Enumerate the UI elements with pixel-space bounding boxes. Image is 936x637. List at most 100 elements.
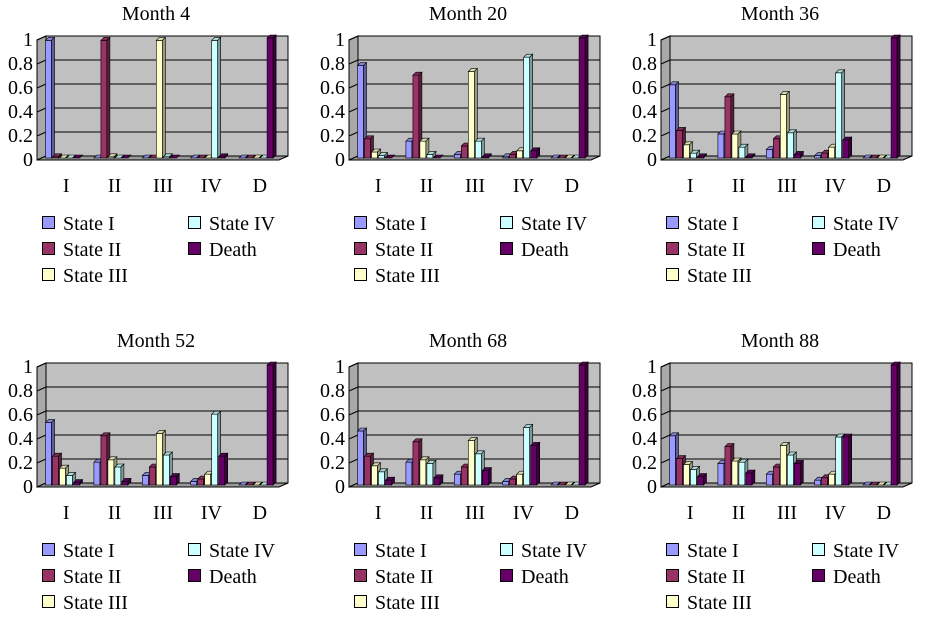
bar bbox=[238, 481, 249, 486]
legend-item: State I bbox=[666, 539, 739, 563]
bar-side bbox=[65, 154, 69, 159]
bar-front bbox=[731, 460, 739, 486]
y-tick-label: 0.2 bbox=[632, 125, 657, 147]
bar-side bbox=[391, 154, 395, 159]
y-tick-label: 0.4 bbox=[632, 101, 657, 123]
bar bbox=[245, 481, 256, 486]
bar-front bbox=[780, 94, 787, 159]
legend-swatch bbox=[188, 242, 201, 255]
bar-side bbox=[488, 466, 492, 486]
bar-side bbox=[556, 154, 561, 159]
bar bbox=[107, 153, 118, 159]
legend-swatch bbox=[42, 595, 55, 608]
bar-side bbox=[176, 154, 180, 159]
bar-front bbox=[364, 455, 371, 486]
gridline-side bbox=[348, 386, 359, 392]
bar-side bbox=[882, 481, 887, 486]
bar-front bbox=[835, 72, 842, 159]
bar-front bbox=[766, 473, 773, 486]
bar bbox=[522, 53, 534, 159]
bar bbox=[876, 481, 887, 486]
bar-side bbox=[536, 147, 540, 159]
legend-swatch bbox=[354, 268, 367, 281]
y-tick-label: 0.6 bbox=[632, 77, 657, 99]
legend-swatch bbox=[812, 242, 825, 255]
gridline-side bbox=[36, 83, 47, 89]
bar-plot: 00.20.40.60.81I II III IV D bbox=[320, 356, 601, 524]
bar-front bbox=[93, 461, 101, 486]
bar-side bbox=[563, 481, 568, 486]
gridline-side bbox=[660, 83, 671, 89]
bar-side bbox=[106, 36, 111, 159]
bar bbox=[433, 474, 444, 486]
bar bbox=[72, 154, 84, 159]
legend-swatch bbox=[354, 543, 367, 556]
bar-front bbox=[378, 471, 385, 486]
bar-side bbox=[751, 469, 756, 486]
bar-front bbox=[163, 454, 170, 486]
bar bbox=[557, 481, 568, 486]
bar-side bbox=[868, 481, 873, 486]
bar-front bbox=[717, 463, 725, 486]
bar-front bbox=[405, 461, 413, 486]
plot-wall bbox=[45, 35, 289, 157]
legend-item: State II bbox=[666, 565, 745, 589]
bar bbox=[696, 472, 708, 486]
bar-side bbox=[203, 154, 207, 159]
gridline-side bbox=[36, 386, 47, 392]
y-tick-label: 0.8 bbox=[632, 380, 657, 402]
bar-side bbox=[113, 153, 118, 159]
bar-side bbox=[251, 154, 256, 159]
legend-label: State I bbox=[375, 540, 427, 562]
gridline-side bbox=[348, 362, 359, 368]
bar bbox=[384, 154, 396, 159]
bar-side bbox=[79, 478, 83, 486]
chart-title: Month 52 bbox=[116, 330, 196, 352]
bar-front bbox=[204, 473, 211, 486]
bar-front bbox=[530, 445, 537, 486]
bar-front bbox=[724, 446, 732, 486]
legend-item: State IV bbox=[812, 212, 899, 236]
x-tick-label: III bbox=[153, 502, 173, 524]
bar-front bbox=[405, 140, 413, 159]
y-tick-label: 0.4 bbox=[632, 428, 657, 450]
bar bbox=[557, 154, 568, 159]
bar-front bbox=[814, 155, 821, 159]
bar-front bbox=[156, 433, 163, 486]
y-tick-label: 1 bbox=[647, 29, 657, 51]
bar bbox=[114, 463, 125, 486]
legend-swatch bbox=[500, 242, 513, 255]
gridline-side bbox=[36, 458, 47, 464]
bar-front bbox=[426, 154, 434, 159]
bar bbox=[162, 153, 174, 159]
x-tick-label: III bbox=[777, 502, 797, 524]
bar-side bbox=[800, 150, 804, 159]
bar-front bbox=[773, 138, 780, 159]
legend-label: Death bbox=[521, 239, 569, 261]
bar-front bbox=[890, 37, 898, 159]
x-tick-label: IV bbox=[201, 502, 223, 524]
bar bbox=[564, 481, 575, 486]
bar bbox=[786, 129, 798, 159]
bar-front bbox=[197, 478, 204, 486]
bar-side bbox=[556, 481, 561, 486]
chart-title: Month 4 bbox=[121, 3, 191, 25]
gridline-side bbox=[348, 434, 359, 440]
x-tick-label: I bbox=[687, 175, 694, 197]
gridline-side bbox=[36, 410, 47, 416]
bar-front bbox=[828, 473, 835, 486]
legend-label: State IV bbox=[833, 540, 900, 562]
legend-item: Death bbox=[188, 238, 257, 262]
bar-side bbox=[120, 154, 125, 159]
bar-front bbox=[190, 481, 197, 486]
legend-item: Death bbox=[812, 565, 881, 589]
chart-title: Month 88 bbox=[740, 330, 820, 352]
bar-front bbox=[669, 84, 676, 159]
legend-swatch bbox=[354, 242, 367, 255]
x-tick-label: III bbox=[465, 175, 485, 197]
bar bbox=[862, 481, 873, 486]
bar bbox=[738, 143, 749, 159]
legend-label: State I bbox=[63, 540, 115, 562]
gridline-side bbox=[348, 59, 359, 65]
bar bbox=[210, 36, 222, 159]
